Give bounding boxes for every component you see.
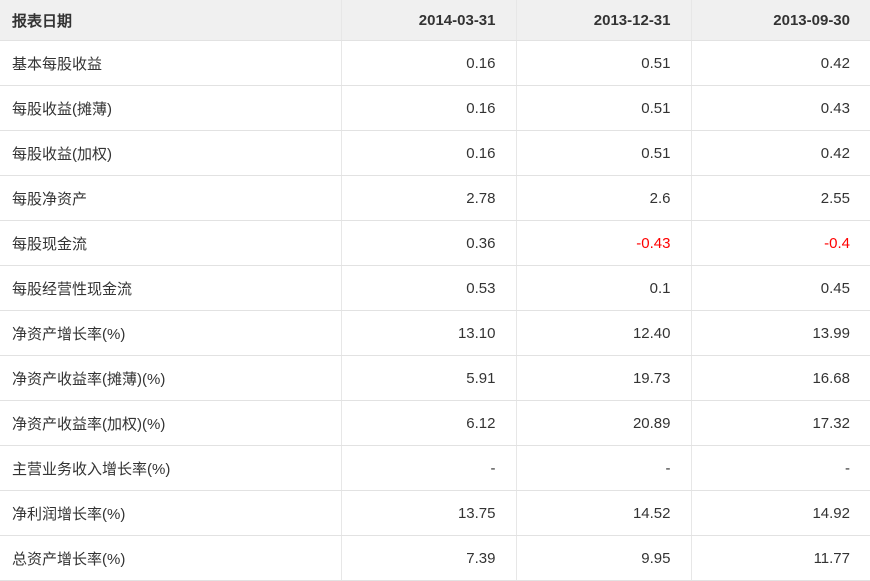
metric-value: 0.51 [515, 130, 691, 176]
metric-value: 0.51 [515, 40, 691, 86]
metric-value: 0.16 [340, 130, 516, 176]
date-column-header-2: 2013-12-31 [515, 0, 691, 41]
date-column-header-1: 2014-03-31 [340, 0, 516, 41]
metric-value: 9.95 [515, 535, 691, 581]
metric-value: -0.4 [690, 220, 870, 266]
metric-label: 总资产增长率(%) [0, 535, 341, 581]
metric-label: 净资产收益率(加权)(%) [0, 400, 341, 446]
table-row: 基本每股收益 0.16 0.51 0.42 [0, 40, 870, 86]
metric-value: 19.73 [515, 355, 691, 401]
metric-value: 13.75 [340, 490, 516, 536]
metric-value: 6.12 [340, 400, 516, 446]
metric-value: 0.1 [515, 265, 691, 311]
metric-label: 每股经营性现金流 [0, 265, 341, 311]
metric-value: 7.39 [340, 535, 516, 581]
metric-value: 16.68 [690, 355, 870, 401]
table-row: 净资产增长率(%) 13.10 12.40 13.99 [0, 310, 870, 356]
metric-value: 11.77 [690, 535, 870, 581]
metric-value: 14.92 [690, 490, 870, 536]
metric-value: 13.10 [340, 310, 516, 356]
metric-value: 0.36 [340, 220, 516, 266]
metric-value: 0.51 [515, 85, 691, 131]
metric-label: 净资产收益率(摊薄)(%) [0, 355, 341, 401]
metric-value: 2.55 [690, 175, 870, 221]
metric-label: 每股现金流 [0, 220, 341, 266]
table-row: 主营业务收入增长率(%) - - - [0, 445, 870, 491]
table-row: 净资产收益率(摊薄)(%) 5.91 19.73 16.68 [0, 355, 870, 401]
metric-label: 净资产增长率(%) [0, 310, 341, 356]
metric-value: 13.99 [690, 310, 870, 356]
table-row: 每股净资产 2.78 2.6 2.55 [0, 175, 870, 221]
metric-value: 0.42 [690, 40, 870, 86]
metric-value: 5.91 [340, 355, 516, 401]
metric-value: 0.53 [340, 265, 516, 311]
report-date-header: 报表日期 [0, 0, 341, 41]
metric-value: 0.16 [340, 85, 516, 131]
metric-value: 17.32 [690, 400, 870, 446]
table-row: 总资产增长率(%) 7.39 9.95 11.77 [0, 535, 870, 581]
table-header-row: 报表日期 2014-03-31 2013-12-31 2013-09-30 [0, 0, 870, 41]
metric-label: 基本每股收益 [0, 40, 341, 86]
metric-value: 0.45 [690, 265, 870, 311]
metric-value: - [340, 445, 516, 491]
metric-value: - [515, 445, 691, 491]
metric-value: -0.43 [515, 220, 691, 266]
metric-label: 每股净资产 [0, 175, 341, 221]
table-row: 每股收益(加权) 0.16 0.51 0.42 [0, 130, 870, 176]
date-column-header-3: 2013-09-30 [690, 0, 870, 41]
metric-label: 每股收益(摊薄) [0, 85, 341, 131]
table-row: 每股收益(摊薄) 0.16 0.51 0.43 [0, 85, 870, 131]
table-row: 净资产收益率(加权)(%) 6.12 20.89 17.32 [0, 400, 870, 446]
metric-value: 20.89 [515, 400, 691, 446]
metric-label: 每股收益(加权) [0, 130, 341, 176]
metric-label: 主营业务收入增长率(%) [0, 445, 341, 491]
table-row: 净利润增长率(%) 13.75 14.52 14.92 [0, 490, 870, 536]
metric-value: 2.6 [515, 175, 691, 221]
metric-value: - [690, 445, 870, 491]
metric-value: 0.43 [690, 85, 870, 131]
metric-value: 0.16 [340, 40, 516, 86]
metric-value: 0.42 [690, 130, 870, 176]
table-row: 每股经营性现金流 0.53 0.1 0.45 [0, 265, 870, 311]
table-row: 每股现金流 0.36 -0.43 -0.4 [0, 220, 870, 266]
metric-value: 2.78 [340, 175, 516, 221]
metric-value: 12.40 [515, 310, 691, 356]
metric-value: 14.52 [515, 490, 691, 536]
metric-label: 净利润增长率(%) [0, 490, 341, 536]
